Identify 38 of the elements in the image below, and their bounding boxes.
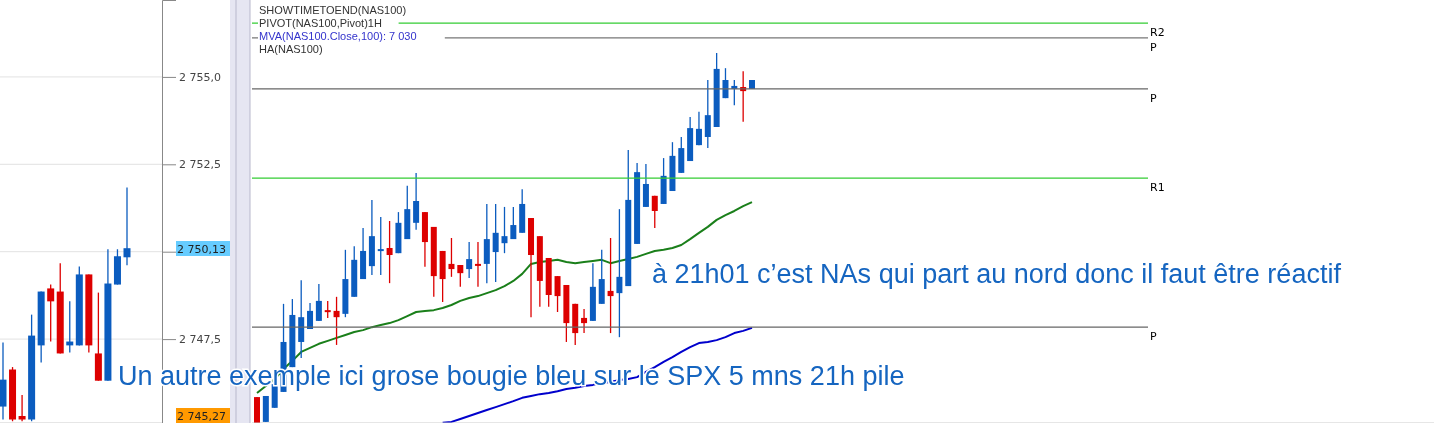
y-tick-label: 2 752,5 (179, 158, 221, 172)
text: SHOWTIMETOEND(NAS100) (259, 4, 407, 16)
candlestick (386, 220, 393, 284)
annotation: à 21h01 c’est NAs qui part au nord donc il faut être réactif (652, 259, 1342, 289)
candlestick (616, 208, 623, 338)
candlestick (642, 163, 649, 208)
ref-line-label: P (1150, 330, 1157, 344)
candlestick (47, 283, 55, 343)
text: 2 750,13 (177, 243, 226, 256)
candlestick (704, 79, 711, 149)
ref-line-label: R1 (1150, 181, 1165, 195)
candlestick (466, 241, 473, 279)
ref-line-label: P (1150, 91, 1157, 105)
candlestick (315, 283, 322, 322)
candlestick (607, 237, 614, 334)
candlestick (474, 241, 481, 288)
text: PIVOT(NAS100,Pivot)1H (259, 17, 382, 29)
candlestick (377, 216, 384, 276)
candlestick (123, 186, 131, 266)
ref-line-label: P (1150, 40, 1157, 54)
candlestick (695, 111, 702, 146)
ref-line-label: R2 (1150, 26, 1165, 40)
candlestick (448, 237, 455, 278)
candlestick (457, 264, 464, 288)
text: 2 745,27 (177, 410, 226, 423)
text: MVA(NAS100.Close,100): 7 030 (259, 30, 417, 42)
annotation: HA(NAS100) (259, 43, 323, 55)
candlestick (492, 203, 499, 283)
y-tick-label: 2 755,0 (179, 70, 221, 84)
candlestick (307, 302, 314, 330)
candlestick (333, 296, 340, 346)
candlestick (510, 206, 517, 240)
candlestick (581, 308, 588, 334)
candlestick (554, 275, 561, 313)
candlestick (501, 206, 508, 254)
candlestick (651, 195, 658, 229)
candlestick (413, 172, 420, 231)
y-tick-label: 2 747,5 (179, 333, 221, 347)
